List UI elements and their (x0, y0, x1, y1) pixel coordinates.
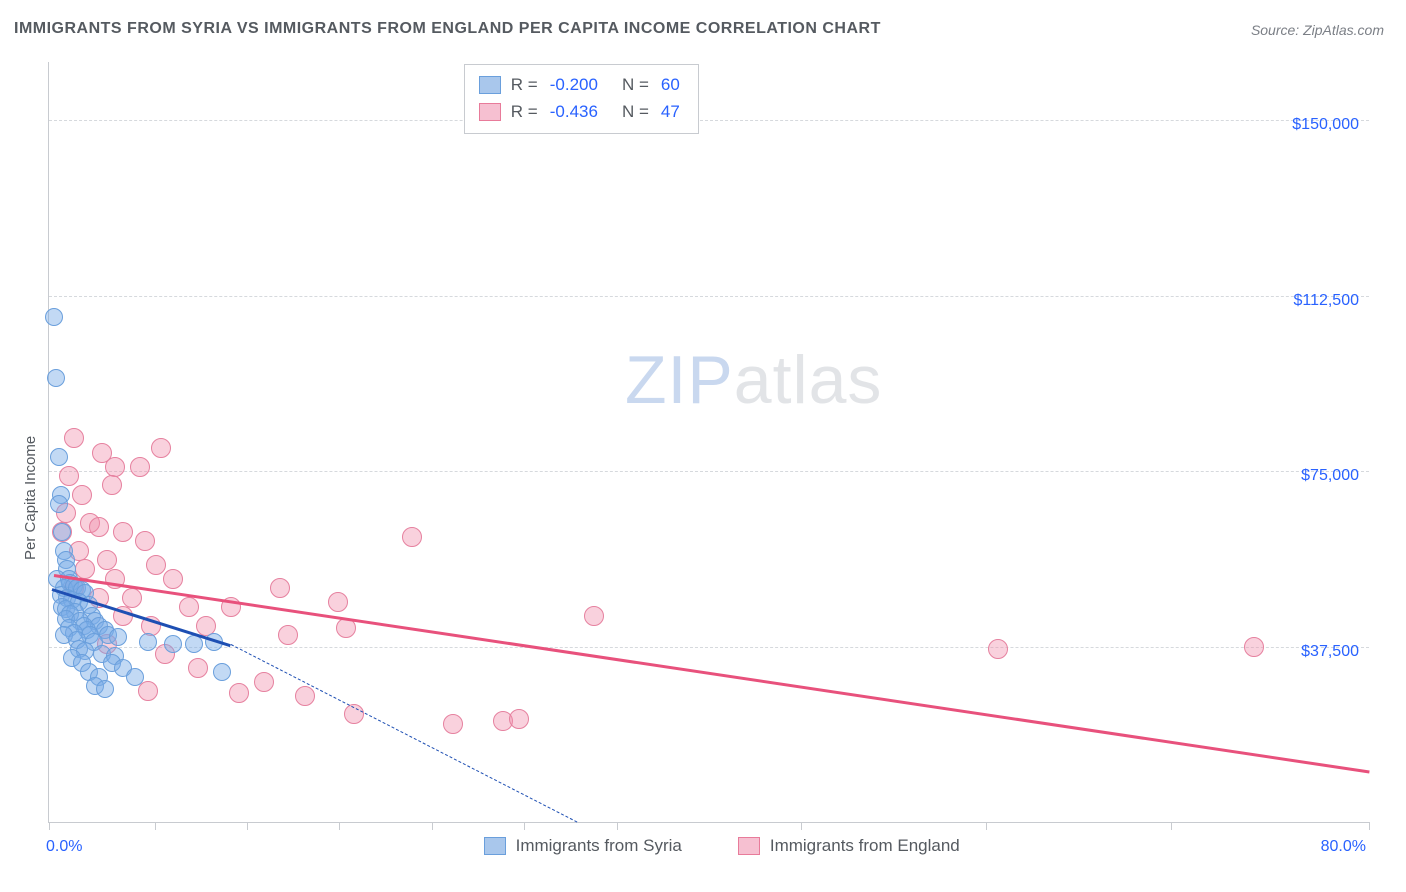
data-point-syria (96, 680, 114, 698)
data-point-syria (53, 523, 71, 541)
data-point-england (295, 686, 315, 706)
data-point-syria (50, 448, 68, 466)
x-tick (524, 822, 525, 830)
x-tick (986, 822, 987, 830)
data-point-england (102, 475, 122, 495)
x-tick (1171, 822, 1172, 830)
stats-r-label: R = (511, 71, 538, 98)
source-label: Source: ZipAtlas.com (1251, 22, 1384, 38)
trend-line (54, 574, 1369, 773)
stats-r-syria: -0.200 (550, 71, 598, 98)
legend-item-syria: Immigrants from Syria (484, 836, 682, 856)
data-point-england (59, 466, 79, 486)
data-point-england (509, 709, 529, 729)
y-tick-label: $37,500 (1301, 643, 1359, 661)
gridline (49, 120, 1369, 121)
stats-r-label: R = (511, 98, 538, 125)
data-point-syria (47, 369, 65, 387)
data-point-syria (45, 308, 63, 326)
stats-row-syria: R = -0.200 N = 60 (479, 71, 680, 98)
data-point-england (1244, 637, 1264, 657)
data-point-england (328, 592, 348, 612)
stats-box: R = -0.200 N = 60 R = -0.436 N = 47 (464, 64, 699, 134)
y-tick-label: $150,000 (1292, 116, 1359, 134)
gridline (49, 296, 1369, 297)
data-point-syria (139, 633, 157, 651)
x-tick (49, 822, 50, 830)
data-point-england (89, 517, 109, 537)
data-point-england (163, 569, 183, 589)
data-point-england (97, 550, 117, 570)
x-tick (432, 822, 433, 830)
x-tick (247, 822, 248, 830)
data-point-syria (126, 668, 144, 686)
data-point-england (75, 559, 95, 579)
data-point-england (130, 457, 150, 477)
stats-n-syria: 60 (661, 71, 680, 98)
data-point-england (443, 714, 463, 734)
watermark-atlas: atlas (734, 342, 883, 418)
gridline (49, 471, 1369, 472)
data-point-england (402, 527, 422, 547)
x-tick (1369, 822, 1370, 830)
data-point-syria (164, 635, 182, 653)
watermark-zip: ZIP (625, 342, 734, 418)
data-point-england (151, 438, 171, 458)
data-point-england (188, 658, 208, 678)
plot-area: ZIPatlas $37,500 $75,000 $112,500 $150,000 (48, 62, 1369, 823)
data-point-england (113, 522, 133, 542)
stats-n-label: N = (622, 71, 649, 98)
data-point-england (229, 683, 249, 703)
legend-label-syria: Immigrants from Syria (516, 836, 682, 856)
x-tick (617, 822, 618, 830)
data-point-syria (50, 495, 68, 513)
x-tick (155, 822, 156, 830)
bottom-legend: Immigrants from Syria Immigrants from En… (484, 836, 960, 856)
data-point-england (254, 672, 274, 692)
data-point-england (146, 555, 166, 575)
data-point-england (270, 578, 290, 598)
data-point-syria (109, 628, 127, 646)
data-point-england (584, 606, 604, 626)
gridline (49, 647, 1369, 648)
swatch-england (738, 837, 760, 855)
y-tick-label: $112,500 (1293, 292, 1359, 310)
stats-row-england: R = -0.436 N = 47 (479, 98, 680, 125)
x-axis-start-label: 0.0% (46, 838, 82, 856)
data-point-england (988, 639, 1008, 659)
data-point-england (105, 457, 125, 477)
stats-r-england: -0.436 (550, 98, 598, 125)
legend-label-england: Immigrants from England (770, 836, 960, 856)
x-tick (339, 822, 340, 830)
trend-line (230, 644, 577, 823)
data-point-england (278, 625, 298, 645)
stats-n-label: N = (622, 98, 649, 125)
data-point-england (72, 485, 92, 505)
x-tick (801, 822, 802, 830)
data-point-england (179, 597, 199, 617)
x-axis-end-label: 80.0% (1321, 838, 1366, 856)
swatch-syria (479, 76, 501, 94)
swatch-syria (484, 837, 506, 855)
y-axis-label: Per Capita Income (22, 436, 39, 560)
legend-item-england: Immigrants from England (738, 836, 960, 856)
chart-root: IMMIGRANTS FROM SYRIA VS IMMIGRANTS FROM… (0, 0, 1406, 892)
data-point-england (135, 531, 155, 551)
data-point-syria (213, 663, 231, 681)
stats-n-england: 47 (661, 98, 680, 125)
y-tick-label: $75,000 (1301, 467, 1359, 485)
data-point-england (64, 428, 84, 448)
watermark: ZIPatlas (625, 341, 882, 419)
chart-title: IMMIGRANTS FROM SYRIA VS IMMIGRANTS FROM… (14, 20, 881, 38)
data-point-england (122, 588, 142, 608)
data-point-england (138, 681, 158, 701)
swatch-england (479, 103, 501, 121)
